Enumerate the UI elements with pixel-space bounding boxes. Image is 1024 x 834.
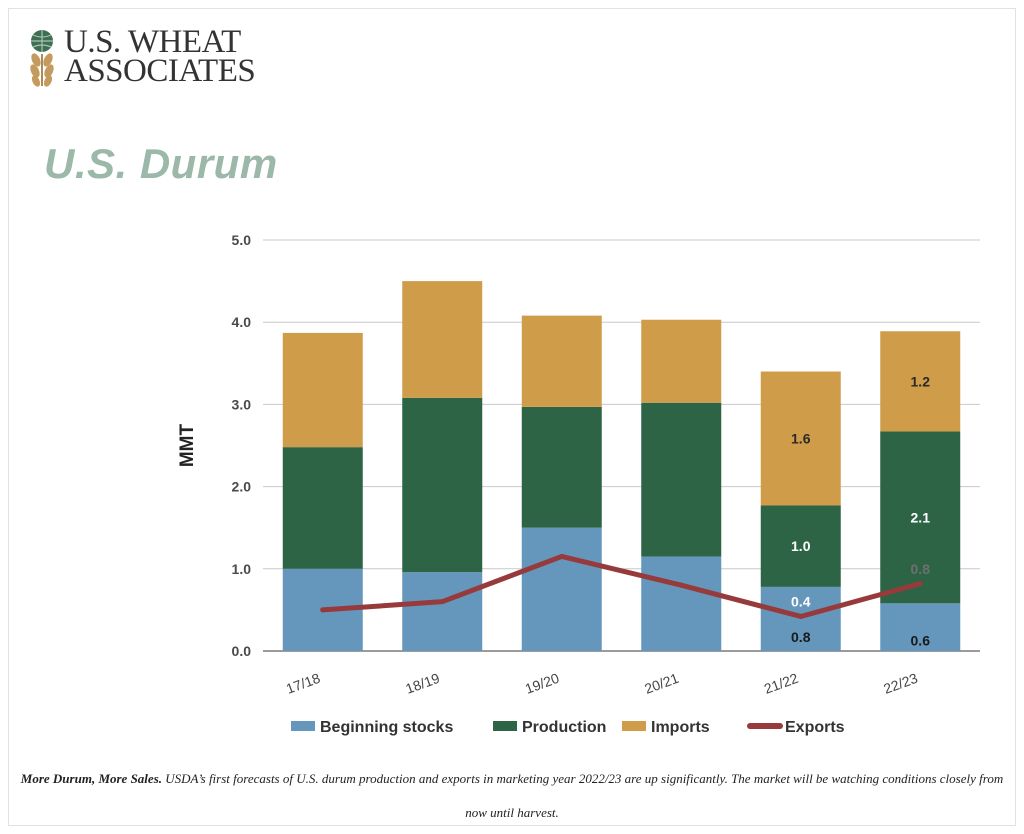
bar-beginning-stocks-22-23 <box>880 603 961 651</box>
legend-swatch-imports <box>622 721 646 731</box>
y-tick-label: 0.0 <box>232 643 252 659</box>
data-label: 1.2 <box>911 373 931 389</box>
x-tick-label: 19/20 <box>523 670 562 697</box>
chart-title: U.S. Durum <box>44 140 278 187</box>
data-label: 0.6 <box>911 633 931 649</box>
exports-line <box>320 553 923 619</box>
bar-imports-20-21 <box>641 319 722 403</box>
data-label: 1.0 <box>791 538 811 554</box>
wheat-globe-icon <box>30 30 54 87</box>
bar-production-17-18 <box>282 447 363 569</box>
bar-beginning-stocks-19-20 <box>521 527 602 651</box>
bar-production-19-20 <box>521 406 602 528</box>
data-label: 2.1 <box>911 509 931 525</box>
exports-point-19-20 <box>559 553 565 559</box>
legend-label: Imports <box>651 719 710 736</box>
logo-line-2: ASSOCIATES <box>64 53 256 89</box>
exports-point-17-18 <box>320 607 326 613</box>
stacked-bar-chart: 0.0 1.0 2.0 3.0 4.0 5.0 MMT 1.6 1.0 0.4 0.8 1.2 2.1 0… <box>177 232 980 736</box>
bar-production-18-19 <box>402 397 483 573</box>
x-tick-label: 22/23 <box>881 670 920 697</box>
data-label: 0.8 <box>791 629 811 645</box>
data-label: 0.8 <box>911 561 931 577</box>
x-tick-label: 20/21 <box>642 670 681 697</box>
exports-point-22-23 <box>917 581 923 587</box>
y-tick-label: 4.0 <box>232 314 252 330</box>
bar-production-22-23 <box>880 431 961 604</box>
bar-production-21-22 <box>760 505 841 587</box>
logo-wordmark: U.S. WHEAT ASSOCIATES <box>64 24 256 89</box>
x-tick-label: 21/22 <box>762 670 801 697</box>
bar-imports-21-22 <box>760 371 841 506</box>
bar-imports-19-20 <box>521 315 602 407</box>
y-tick-label: 2.0 <box>232 479 252 495</box>
bar-beginning-stocks-18-19 <box>402 572 483 651</box>
x-tick-label: 18/19 <box>403 670 442 697</box>
y-tick-label: 1.0 <box>232 561 252 577</box>
exports-point-20-21 <box>678 582 684 588</box>
caption-text: USDA’s first forecasts of U.S. durum pro… <box>162 771 1004 820</box>
caption-lead: More Durum, More Sales. <box>20 771 162 786</box>
data-label: 1.6 <box>791 431 811 447</box>
bar-imports-22-23 <box>880 331 961 432</box>
bar-beginning-stocks-20-21 <box>641 556 722 651</box>
legend-swatch-beginning-stocks <box>291 721 315 731</box>
exports-point-18-19 <box>439 599 445 605</box>
bar-imports-18-19 <box>402 281 483 398</box>
legend-swatch-production <box>493 721 517 731</box>
legend-label: Exports <box>785 719 845 736</box>
legend-label: Production <box>522 719 606 736</box>
logo-line-1: U.S. WHEAT <box>64 24 241 60</box>
figure-caption: More Durum, More Sales. USDA’s first for… <box>14 762 1010 830</box>
x-tick-label: 17/18 <box>284 670 323 697</box>
exports-point-21-22 <box>798 613 804 619</box>
bar-imports-17-18 <box>282 332 363 448</box>
y-tick-label: 5.0 <box>232 232 252 248</box>
y-axis-label: MMT <box>177 423 198 467</box>
article-figure-frame <box>8 8 1016 826</box>
bar-production-20-21 <box>641 402 722 557</box>
legend-label: Beginning stocks <box>320 719 453 736</box>
us-wheat-associates-logo: U.S. WHEAT ASSOCIATES <box>24 24 264 90</box>
data-label: 0.4 <box>791 594 811 610</box>
y-tick-label: 3.0 <box>232 396 252 412</box>
